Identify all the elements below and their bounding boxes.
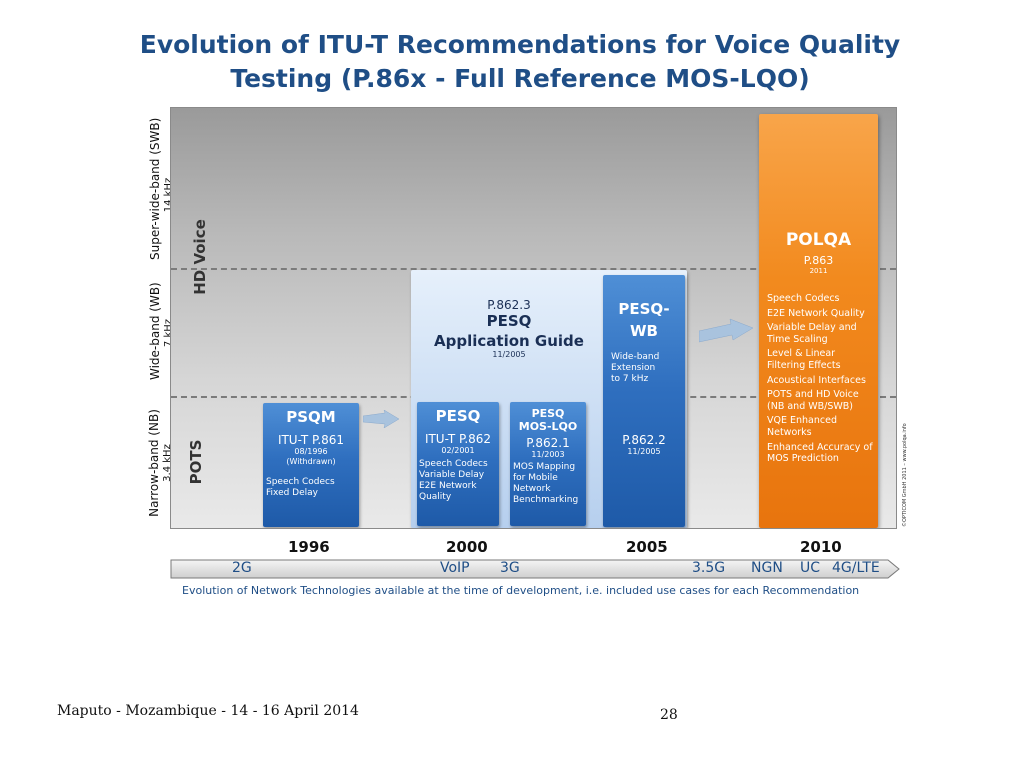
pesq-rec: ITU-T P.862	[424, 432, 492, 446]
slide-title: Evolution of ITU-T Recommendations for V…	[0, 28, 1024, 96]
guide-rec: P.862.3	[487, 298, 531, 312]
polqa-feature-8: Enhanced Accuracy of MOS Prediction	[767, 441, 873, 465]
guide-date: 11/2005	[492, 350, 526, 359]
psqm-rec: ITU-T P.861	[277, 433, 345, 447]
pots-label: POTS	[187, 439, 205, 485]
lqo-date: 11/2003	[531, 450, 565, 459]
year-2000: 2000	[446, 538, 488, 556]
psqm-desc-1: Speech Codecs	[266, 477, 335, 487]
wb-desc-3: to 7 kHz	[611, 374, 649, 384]
lqo-desc: MOS Mapping for Mobile Network Benchmark…	[510, 462, 586, 506]
psqm-date: 08/1996	[294, 447, 328, 456]
tech-voip: VoIP	[440, 560, 470, 576]
lqo-name-1: PESQ	[531, 407, 565, 420]
pesq-mos-lqo-box: PESQ MOS-LQO P.862.1 11/2003 MOS Mapping…	[510, 402, 586, 526]
polqa-box: POLQA P.863 2011 Speech Codecs E2E Netwo…	[759, 114, 878, 528]
tech-3-5g: 3.5G	[692, 560, 726, 576]
polqa-feature-2: E2E Network Quality	[767, 307, 865, 319]
polqa-feature-7: VQE Enhanced Networks	[767, 415, 837, 438]
guide-name: PESQ	[486, 312, 532, 330]
footer-event: Maputo - Mozambique - 14 - 16 April 2014	[57, 703, 359, 719]
copyright-note: ©OPTICOM GmbH 2011 – www.polqa.info	[899, 423, 911, 530]
tech-4g-lte: 4G/LTE	[832, 560, 880, 576]
pesq-wb-box: PESQ- WB Wide-band Extension to 7 kHz P.…	[603, 275, 685, 527]
technology-timeline-arrow	[170, 559, 900, 579]
polqa-feature-5: Acoustical Interfaces	[767, 374, 866, 386]
polqa-feature-4: Level & Linear Filtering Effects	[767, 348, 841, 371]
tech-2g: 2G	[232, 560, 252, 576]
pesq-desc-1: Speech Codecs	[419, 459, 488, 469]
timeline-caption: Evolution of Network Technologies availa…	[182, 584, 860, 597]
wb-desc-2: Extension	[611, 363, 656, 373]
pesq-desc-2: Variable Delay	[419, 470, 485, 480]
wb-desc-1: Wide-band	[611, 352, 660, 362]
page-number: 28	[660, 707, 678, 723]
psqm-desc-2: Fixed Delay	[266, 488, 318, 498]
psqm-name: PSQM	[286, 408, 336, 426]
copyright-text: ©OPTICOM GmbH 2011 – www.polqa.info	[902, 423, 908, 527]
lqo-desc-3: Network	[513, 484, 551, 494]
psqm-note: (Withdrawn)	[286, 457, 336, 466]
tech-uc: UC	[800, 560, 821, 576]
wb-name-1: PESQ-	[618, 300, 670, 318]
polqa-feature-1: Speech Codecs	[767, 293, 840, 304]
year-1996: 1996	[288, 538, 330, 556]
year-2005: 2005	[626, 538, 668, 556]
polqa-feature-3: Variable Delay and Time Scaling	[767, 322, 857, 345]
tech-ngn: NGN	[751, 560, 783, 576]
polqa-feature-6: POTS and HD Voice (NB and WB/SWB)	[767, 389, 859, 412]
wb-desc: Wide-band Extension to 7 kHz	[603, 352, 685, 385]
band-swb-name: Super-wide-band (SWB)	[148, 117, 162, 260]
lqo-desc-1: MOS Mapping	[513, 462, 576, 472]
band-nb-name: Narrow-band (NB)	[147, 409, 161, 517]
wb-rec: P.862.2	[622, 433, 666, 447]
year-2010: 2010	[800, 538, 842, 556]
psqm-desc: Speech Codecs Fixed Delay	[263, 477, 359, 499]
pesq-name: PESQ	[435, 407, 481, 425]
lqo-rec: P.862.1	[526, 436, 570, 450]
wb-date: 11/2005	[627, 447, 661, 456]
lqo-name-2: MOS-LQO	[518, 420, 578, 433]
guide-sub: Application Guide	[434, 332, 584, 350]
polqa-rec: P.863	[803, 254, 834, 267]
psqm-box: PSQM ITU-T P.861 08/1996 (Withdrawn) Spe…	[263, 403, 359, 527]
arrow-right-icon-2	[699, 318, 753, 343]
arrow-right-icon	[363, 410, 399, 428]
lqo-desc-4: Benchmarking	[513, 495, 579, 505]
pesq-desc-4: Quality	[419, 492, 452, 502]
pesq-desc: Speech Codecs Variable Delay E2E Network…	[417, 459, 499, 503]
diagram-area: HD Voice POTS PSQM ITU-T P.861 08/1996 (…	[170, 107, 897, 529]
polqa-name: POLQA	[785, 230, 852, 250]
wb-name-2: WB	[630, 322, 658, 340]
lqo-desc-2: for Mobile	[513, 473, 558, 483]
pesq-date: 02/2001	[441, 446, 475, 455]
pesq-desc-3: E2E Network	[419, 481, 477, 491]
hd-voice-label: HD Voice	[191, 219, 209, 295]
band-wb-name: Wide-band (WB)	[148, 282, 162, 380]
title-line-1: Evolution of ITU-T Recommendations for V…	[139, 30, 901, 59]
tech-3g: 3G	[500, 560, 520, 576]
polqa-date: 2011	[809, 267, 828, 275]
title-line-2: Testing (P.86x - Full Reference MOS-LQO)	[230, 64, 810, 93]
pesq-box: PESQ ITU-T P.862 02/2001 Speech Codecs V…	[417, 402, 499, 526]
polqa-features: Speech Codecs E2E Network Quality Variab…	[759, 293, 878, 465]
divider-swb-wb	[171, 268, 896, 270]
